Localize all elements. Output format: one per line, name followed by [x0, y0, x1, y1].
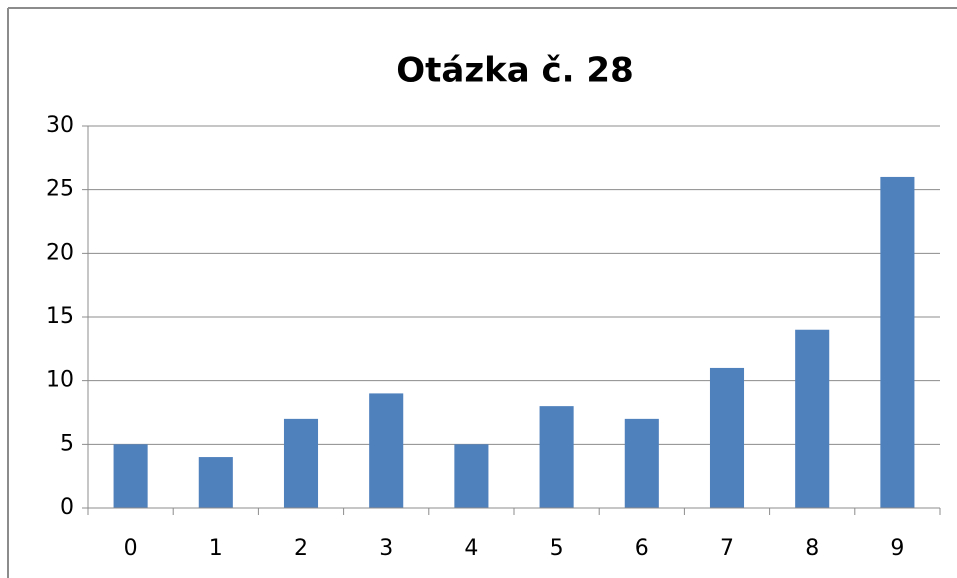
y-tick-label: 10 — [46, 368, 74, 393]
y-tick-label: 15 — [46, 304, 74, 329]
y-tick-label: 25 — [46, 177, 74, 202]
x-tick-label: 4 — [464, 536, 478, 561]
x-tick-label: 9 — [890, 536, 904, 561]
bar — [454, 444, 489, 508]
x-tick-label: 7 — [720, 536, 734, 561]
y-tick-label: 30 — [46, 113, 74, 138]
x-tick-label: 3 — [379, 536, 393, 561]
bar — [795, 329, 830, 508]
bar — [624, 418, 659, 508]
bar — [198, 457, 233, 508]
bar — [709, 367, 745, 508]
chart-title: Otázka č. 28 — [396, 51, 634, 91]
bar — [539, 406, 574, 508]
x-tick-label: 1 — [209, 536, 223, 561]
bar — [113, 444, 148, 508]
x-tick-label: 6 — [635, 536, 649, 561]
bar — [283, 418, 319, 508]
bar — [880, 176, 915, 508]
bar — [369, 393, 404, 508]
y-tick-label: 20 — [46, 240, 74, 265]
y-tick-label: 0 — [60, 495, 74, 520]
x-tick-label: 2 — [294, 536, 308, 561]
x-tick-label: 5 — [550, 536, 564, 561]
x-tick-label: 0 — [124, 536, 138, 561]
x-tick-label: 8 — [805, 536, 819, 561]
y-tick-label: 5 — [60, 431, 74, 456]
